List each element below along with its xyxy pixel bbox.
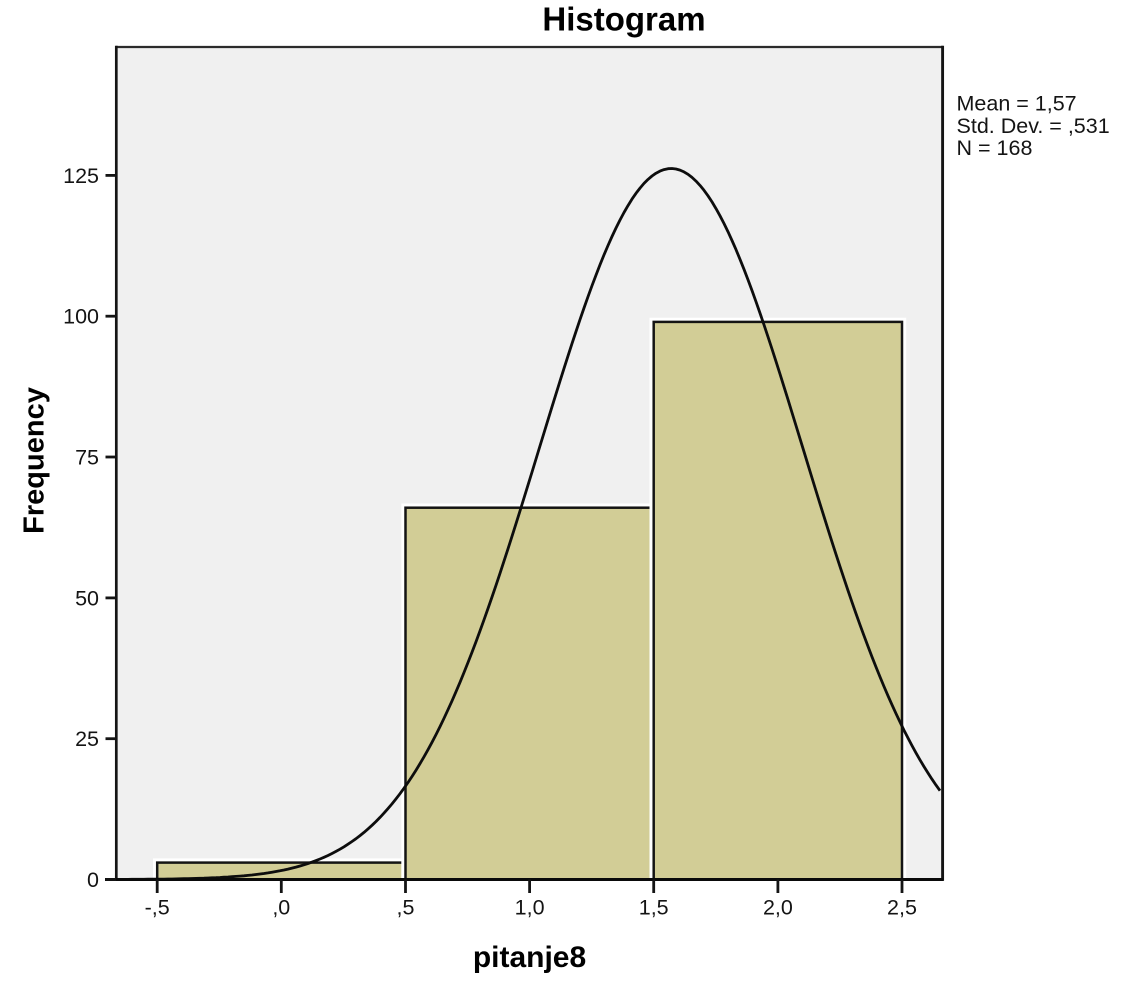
svg-text:1,0: 1,0 bbox=[515, 896, 545, 920]
svg-text:0: 0 bbox=[87, 868, 99, 892]
svg-text:Frequency: Frequency bbox=[19, 387, 51, 534]
svg-text:2,0: 2,0 bbox=[763, 896, 793, 920]
svg-text:,5: ,5 bbox=[397, 896, 415, 920]
svg-text:Std. Dev. = ,531: Std. Dev. = ,531 bbox=[957, 114, 1110, 138]
svg-text:100: 100 bbox=[63, 305, 99, 329]
svg-text:,0: ,0 bbox=[272, 896, 290, 920]
svg-text:50: 50 bbox=[75, 586, 99, 610]
svg-text:pitanje8: pitanje8 bbox=[473, 941, 586, 974]
svg-text:Histogram: Histogram bbox=[542, 1, 705, 38]
svg-text:1,5: 1,5 bbox=[639, 896, 669, 920]
svg-text:75: 75 bbox=[75, 446, 99, 470]
svg-text:N = 168: N = 168 bbox=[957, 136, 1033, 160]
svg-text:-,5: -,5 bbox=[145, 896, 170, 920]
svg-text:Mean = 1,57: Mean = 1,57 bbox=[957, 91, 1077, 115]
svg-text:25: 25 bbox=[75, 727, 99, 751]
svg-text:2,5: 2,5 bbox=[887, 896, 917, 920]
svg-text:125: 125 bbox=[63, 164, 99, 188]
